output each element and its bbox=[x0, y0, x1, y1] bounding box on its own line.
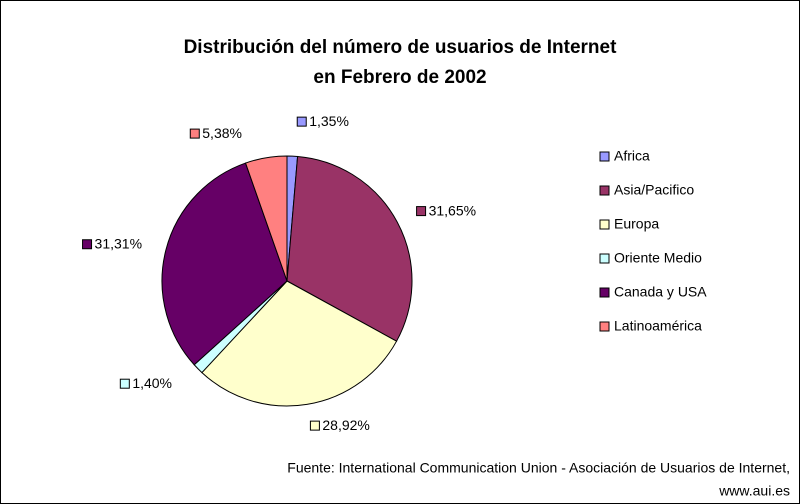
label-swatch bbox=[119, 378, 130, 389]
data-label: 31,65% bbox=[429, 202, 476, 218]
legend-swatch bbox=[599, 219, 610, 230]
source-note: Fuente: International Communication Unio… bbox=[287, 460, 790, 476]
source-note: www.aui.es bbox=[718, 483, 790, 499]
legend-label: Africa bbox=[614, 148, 650, 164]
data-label: 31,31% bbox=[95, 235, 142, 251]
label-swatch bbox=[416, 206, 427, 217]
legend-swatch bbox=[599, 321, 610, 332]
label-swatch bbox=[82, 239, 93, 250]
legend-label: Latinoamérica bbox=[614, 318, 702, 334]
data-label: 28,92% bbox=[322, 417, 369, 433]
legend-swatch bbox=[599, 151, 610, 162]
chart-title: Distribución del número de usuarios de I… bbox=[184, 37, 618, 58]
data-label: 1,35% bbox=[309, 113, 349, 129]
chart-title: en Febrero de 2002 bbox=[313, 67, 486, 88]
pie-slice bbox=[244, 155, 288, 282]
legend-label: Canada y USA bbox=[614, 284, 707, 300]
legend-swatch bbox=[599, 185, 610, 196]
pie-slice bbox=[286, 155, 413, 342]
label-swatch bbox=[296, 116, 307, 127]
legend-label: Asia/Pacifico bbox=[614, 182, 694, 198]
data-label: 1,40% bbox=[132, 375, 172, 391]
legend-swatch bbox=[599, 287, 610, 298]
pie-slice bbox=[161, 162, 288, 366]
label-swatch bbox=[189, 128, 200, 139]
data-label: 5,38% bbox=[202, 125, 242, 141]
pie-slice bbox=[201, 280, 398, 407]
label-swatch bbox=[309, 420, 320, 431]
legend-swatch bbox=[599, 253, 610, 264]
legend-label: Oriente Medio bbox=[614, 250, 702, 266]
legend-label: Europa bbox=[614, 216, 659, 232]
